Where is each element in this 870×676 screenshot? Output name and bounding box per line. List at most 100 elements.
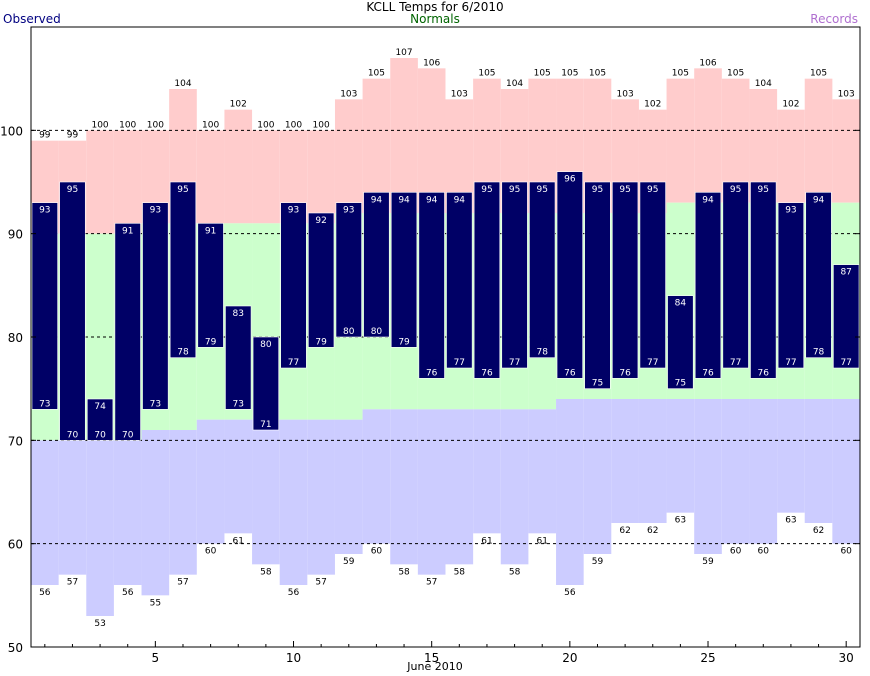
record-low-label: 58: [398, 567, 410, 577]
observed-low-label: 76: [758, 368, 770, 378]
observed-bar: [833, 264, 860, 369]
record-high-band: [777, 109, 805, 203]
record-low-label: 62: [619, 526, 630, 536]
record-high-band: [362, 78, 391, 214]
observed-low-label: 78: [813, 348, 825, 358]
x-tick-label: 25: [700, 651, 715, 665]
observed-bar: [805, 192, 832, 358]
record-low-label: 60: [205, 547, 217, 557]
observed-low-label: 70: [122, 430, 134, 440]
observed-high-label: 83: [233, 309, 244, 319]
x-tick-label: 10: [286, 651, 301, 665]
record-low-label: 60: [840, 547, 852, 557]
record-low-label: 56: [564, 588, 576, 598]
record-low-band: [279, 419, 308, 585]
record-high-band: [417, 68, 446, 213]
record-high-label: 103: [617, 89, 634, 99]
observed-bar: [197, 223, 224, 348]
record-low-band: [196, 419, 225, 544]
record-low-band: [583, 399, 612, 554]
record-low-label: 56: [288, 588, 300, 598]
record-low-band: [832, 399, 860, 544]
record-high-band: [334, 99, 363, 213]
observed-bar: [473, 181, 501, 379]
observed-high-label: 93: [150, 206, 161, 216]
record-low-band: [721, 399, 750, 544]
observed-low-label: 77: [840, 358, 851, 368]
observed-bar: [418, 192, 445, 379]
record-low-band: [556, 399, 584, 585]
observed-high-label: 92: [315, 216, 326, 226]
record-high-label: 105: [561, 69, 578, 79]
observed-bar: [225, 305, 252, 410]
record-high-label: 106: [423, 58, 440, 68]
observed-high-label: 96: [564, 175, 576, 185]
observed-low-label: 73: [233, 399, 244, 409]
observed-high-label: 95: [509, 185, 520, 195]
record-high-band: [390, 58, 418, 213]
observed-bar: [611, 181, 639, 379]
record-low-label: 58: [260, 567, 272, 577]
observed-low-label: 77: [509, 358, 520, 368]
observed-bar: [556, 171, 583, 379]
observed-high-label: 95: [730, 185, 741, 195]
observed-low-label: 78: [177, 348, 189, 358]
record-high-label: 105: [478, 69, 495, 79]
record-low-band: [307, 419, 335, 575]
record-high-label: 100: [202, 120, 219, 130]
record-low-band: [473, 409, 501, 534]
legend-records: Records: [810, 12, 858, 26]
observed-high-label: 95: [536, 185, 547, 195]
observed-bar: [114, 223, 141, 441]
record-high-label: 102: [644, 100, 661, 110]
observed-bar: [142, 202, 169, 410]
x-tick-label: 20: [562, 651, 577, 665]
record-high-label: 103: [340, 89, 357, 99]
record-high-label: 102: [230, 100, 247, 110]
observed-low-label: 80: [343, 327, 355, 337]
record-low-label: 57: [426, 578, 437, 588]
record-low-label: 60: [371, 547, 383, 557]
observed-bar: [750, 181, 777, 379]
observed-high-label: 95: [647, 185, 658, 195]
observed-high-label: 80: [260, 340, 272, 350]
record-high-label: 100: [147, 120, 164, 130]
observed-bar: [694, 192, 722, 379]
record-high-label: 100: [285, 120, 302, 130]
observed-high-label: 95: [67, 185, 78, 195]
record-low-band: [252, 419, 280, 565]
record-high-label: 100: [91, 120, 108, 130]
record-low-label: 60: [758, 547, 770, 557]
observed-high-label: 93: [288, 206, 299, 216]
record-low-label: 60: [730, 547, 742, 557]
record-low-band: [638, 399, 667, 523]
observed-high-label: 94: [454, 195, 466, 205]
record-low-label: 56: [39, 588, 51, 598]
observed-low-label: 76: [481, 368, 493, 378]
observed-bar: [59, 181, 86, 441]
record-low-band: [86, 440, 114, 616]
observed-low-label: 77: [730, 358, 741, 368]
record-low-label: 62: [813, 526, 824, 536]
record-low-label: 59: [343, 557, 355, 567]
observed-high-label: 87: [840, 268, 851, 278]
record-high-band: [694, 68, 722, 203]
observed-bar: [777, 202, 805, 369]
observed-high-label: 93: [785, 206, 796, 216]
record-low-label: 57: [177, 578, 188, 588]
observed-low-label: 71: [260, 420, 271, 430]
labels-layer: 99 56 93 73 99 57 95 70 100 53 74 70 100 56 91 70 100 55 9…: [39, 48, 855, 629]
observed-high-label: 94: [702, 195, 714, 205]
observed-high-label: 94: [371, 195, 383, 205]
observed-low-label: 77: [785, 358, 796, 368]
observed-high-label: 91: [205, 226, 216, 236]
observed-low-label: 73: [39, 399, 50, 409]
record-high-band: [307, 130, 335, 224]
observed-high-label: 93: [343, 206, 354, 216]
observed-bar: [280, 202, 307, 369]
legend-observed: Observed: [3, 12, 61, 26]
observed-low-label: 76: [619, 368, 631, 378]
observed-bar: [335, 202, 362, 338]
observed-high-label: 94: [813, 195, 825, 205]
